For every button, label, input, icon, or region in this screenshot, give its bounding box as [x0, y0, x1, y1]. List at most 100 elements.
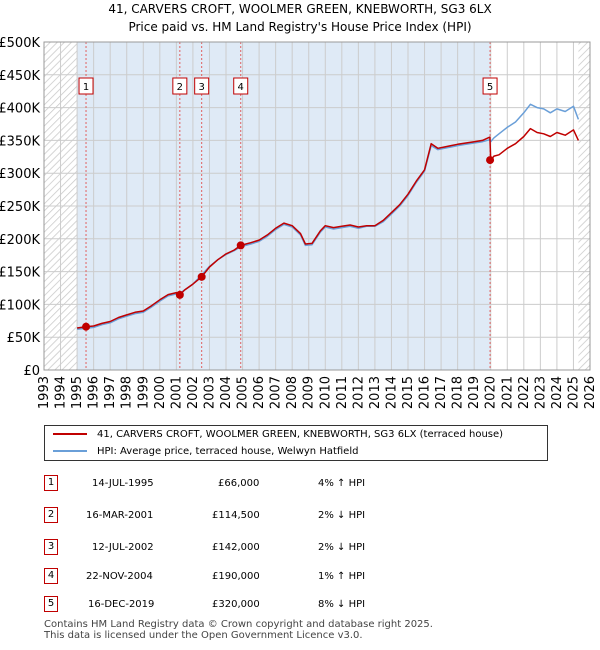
sale-price: £320,000: [212, 599, 260, 610]
x-tick-label: 2000: [153, 376, 168, 409]
sale-number-badge: 2: [44, 507, 58, 523]
sale-hpi-diff: 8% ↓ HPI: [318, 599, 366, 610]
legend-swatch-price: [53, 433, 87, 435]
legend-label-price: 41, CARVERS CROFT, WOOLMER GREEN, KNEBWO…: [97, 429, 504, 440]
x-tick-label: 2014: [384, 376, 399, 409]
sale-hpi-diff: 2% ↓ HPI: [318, 510, 366, 521]
x-tick-label: 2006: [252, 376, 267, 409]
y-tick-label: £150K: [0, 266, 40, 281]
footer-licence: This data is licensed under the Open Gov…: [44, 630, 363, 641]
sale-date: 16-MAR-2001: [86, 510, 154, 521]
x-tick-label: 2026: [583, 376, 598, 409]
price-chart: 1 2 3 4 5 £0 £50K £100K £150K £200K £250K £300K £35…: [0, 36, 598, 409]
sale-marker-label: 4: [238, 82, 244, 93]
y-tick-label: £500K: [0, 36, 40, 51]
x-tick-label: 1994: [54, 376, 69, 409]
price-paid-line: [76, 127, 580, 329]
legend-item-price: 41, CARVERS CROFT, WOOLMER GREEN, KNEBWO…: [53, 427, 503, 443]
sale-marker-box: [78, 77, 94, 95]
sale-hpi-diff: 1% ↑ HPI: [318, 571, 366, 582]
sale-marker-label: 5: [487, 82, 493, 93]
x-tick-label: 2007: [269, 376, 284, 409]
x-tick-label: 1993: [37, 376, 52, 409]
sale-number-badge: 1: [44, 475, 58, 491]
sale-point: [236, 241, 245, 250]
sale-date: 12-JUL-2002: [92, 542, 154, 553]
sale-date: 16-DEC-2019: [88, 599, 155, 610]
legend-swatch-hpi: [53, 450, 87, 452]
plot-border: [43, 41, 591, 371]
sale-marker-label: 2: [177, 82, 183, 93]
sale-marker-box: [172, 77, 188, 95]
sale-marker-label: 3: [198, 82, 204, 93]
y-tick-label: £0: [23, 364, 40, 379]
sale-price: £190,000: [212, 571, 260, 582]
sale-marker-box: [482, 77, 498, 95]
sale-marker-box: [194, 77, 210, 95]
sale-point: [486, 156, 495, 165]
x-tick-label: 2015: [401, 376, 416, 409]
x-tick-label: 2024: [550, 376, 565, 409]
sale-number-badge: 5: [44, 596, 58, 612]
sale-date: 22-NOV-2004: [86, 571, 153, 582]
sale-row: 4 22-NOV-2004 £190,000 1% ↑ HPI: [0, 568, 600, 588]
y-tick-label: £300K: [0, 167, 40, 182]
x-tick-label: 2003: [202, 376, 217, 409]
sale-marker-box: [233, 77, 249, 95]
sale-row: 5 16-DEC-2019 £320,000 8% ↓ HPI: [0, 596, 600, 616]
x-tick-label: 2004: [219, 376, 234, 409]
y-tick-label: £450K: [0, 69, 40, 84]
legend-item-hpi: HPI: Average price, terraced house, Welw…: [53, 444, 358, 460]
y-tick-label: £200K: [0, 233, 40, 248]
x-tick-label: 2019: [467, 376, 482, 409]
sale-date: 14-JUL-1995: [92, 478, 154, 489]
y-tick-label: £400K: [0, 102, 40, 117]
chart-subtitle: Price paid vs. HM Land Registry's House …: [128, 20, 472, 34]
x-tick-label: 1998: [120, 376, 135, 409]
sale-number-badge: 3: [44, 539, 58, 555]
y-tick-label: £250K: [0, 200, 40, 215]
x-tick-label: 2021: [500, 376, 515, 409]
x-tick-label: 2018: [451, 376, 466, 409]
sale-price: £142,000: [212, 542, 260, 553]
sale-row: 1 14-JUL-1995 £66,000 4% ↑ HPI: [0, 475, 600, 495]
sale-price: £114,500: [212, 510, 260, 521]
x-tick-label: 2025: [566, 376, 581, 409]
sale-point: [82, 322, 91, 331]
hpi-line: [77, 103, 580, 331]
sale-number-badge: 4: [44, 568, 58, 584]
sale-marker-label: 1: [83, 82, 89, 93]
x-tick-label: 1997: [103, 376, 118, 409]
x-tick-label: 2008: [285, 376, 300, 409]
x-tick-label: 2022: [517, 376, 532, 409]
x-tick-label: 2002: [186, 376, 201, 409]
y-tick-label: £350K: [0, 134, 40, 149]
x-tick-label: 2013: [368, 376, 383, 409]
sale-point: [175, 290, 184, 299]
x-tick-label: 1995: [70, 376, 85, 409]
x-tick-label: 1999: [136, 376, 151, 409]
x-tick-label: 1996: [87, 376, 102, 409]
footer-copyright: Contains HM Land Registry data © Crown c…: [44, 619, 433, 630]
x-tick-label: 2011: [335, 376, 350, 409]
x-tick-label: 2001: [169, 376, 184, 409]
legend-label-hpi: HPI: Average price, terraced house, Welw…: [97, 446, 359, 457]
sale-price: £66,000: [218, 478, 260, 489]
x-tick-label: 2005: [236, 376, 251, 409]
x-tick-label: 2017: [434, 376, 449, 409]
sale-point: [197, 272, 206, 281]
chart-title: 41, CARVERS CROFT, WOOLMER GREEN, KNEBWO…: [108, 2, 492, 16]
x-tick-label: 2012: [351, 376, 366, 409]
y-tick-label: £50K: [7, 331, 41, 346]
x-tick-label: 2010: [318, 376, 333, 409]
sale-hpi-diff: 2% ↓ HPI: [318, 542, 366, 553]
x-tick-label: 2016: [418, 376, 433, 409]
x-tick-label: 2009: [302, 376, 317, 409]
y-tick-label: £100K: [0, 298, 40, 313]
chart-legend: 41, CARVERS CROFT, WOOLMER GREEN, KNEBWO…: [44, 425, 548, 461]
sale-row: 2 16-MAR-2001 £114,500 2% ↓ HPI: [0, 507, 600, 527]
x-tick-label: 2023: [533, 376, 548, 409]
sale-row: 3 12-JUL-2002 £142,000 2% ↓ HPI: [0, 539, 600, 559]
sale-hpi-diff: 4% ↑ HPI: [318, 478, 366, 489]
x-tick-label: 2020: [484, 376, 499, 409]
